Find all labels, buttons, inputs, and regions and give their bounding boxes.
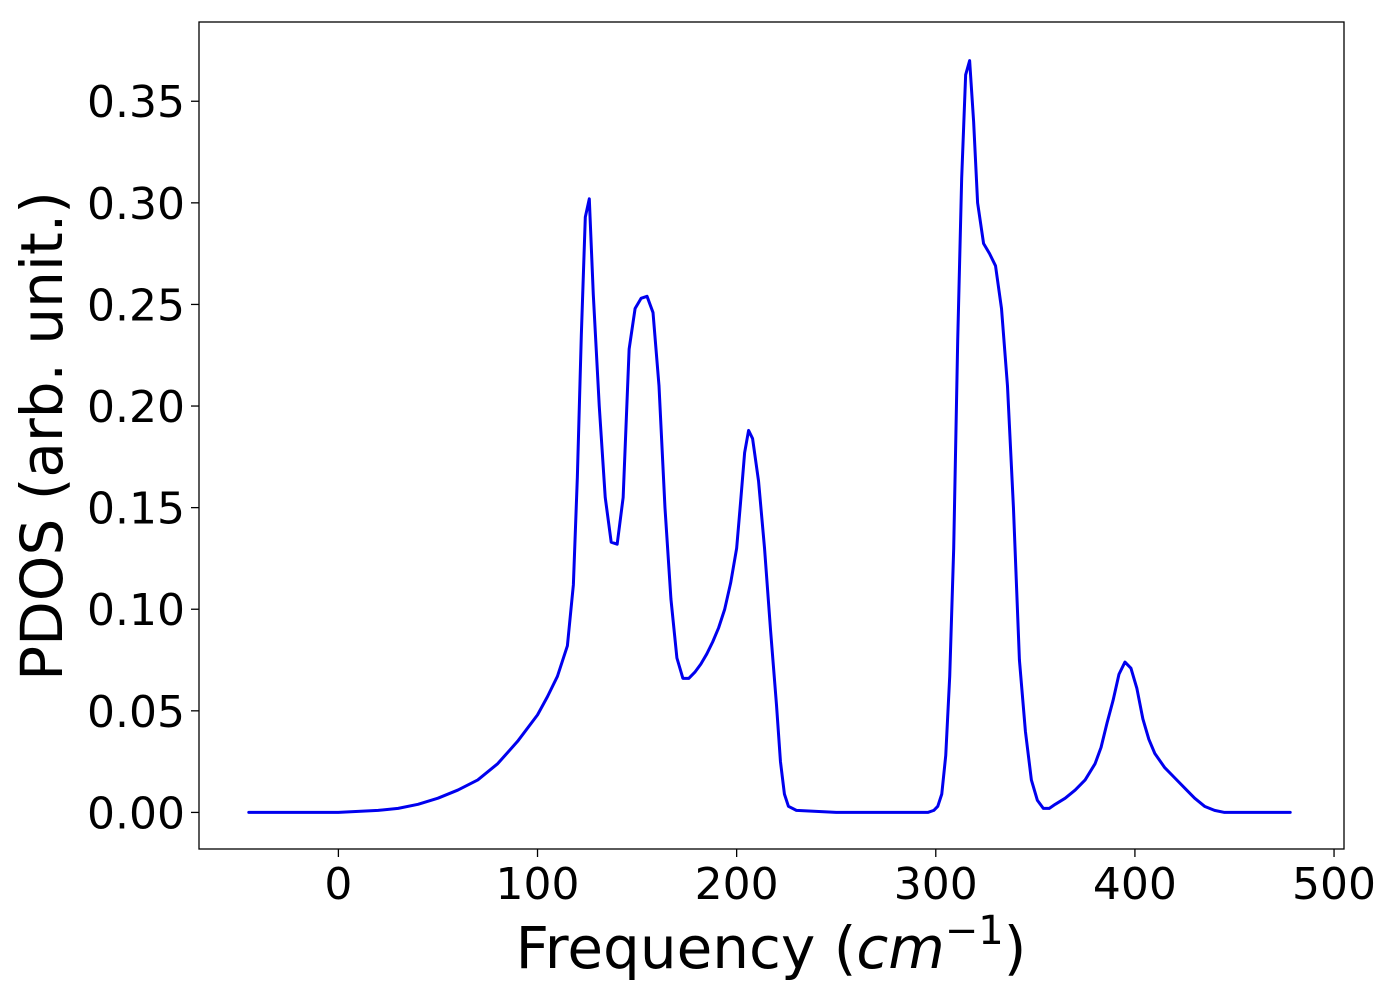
y-axis-ticks: 0.00 0.05 0.10 0.15 0.20 0.25 0.30 0.35 bbox=[87, 77, 199, 839]
x-axis-label-var: cm bbox=[856, 914, 944, 982]
x-axis-label-sup: −1 bbox=[945, 908, 1004, 954]
x-axis-label-suffix: ) bbox=[1004, 914, 1027, 982]
y-tick-label: 0.35 bbox=[87, 77, 185, 128]
x-tick-label: 500 bbox=[1292, 859, 1376, 910]
plot-area bbox=[199, 22, 1344, 849]
x-axis-label-prefix: Frequency ( bbox=[516, 914, 857, 982]
x-axis-ticks: 0 100 200 300 400 500 bbox=[324, 849, 1376, 910]
y-tick-label: 0.05 bbox=[87, 687, 185, 738]
y-axis-label: PDOS (arb. unit.) bbox=[8, 191, 76, 681]
x-tick-label: 0 bbox=[324, 859, 352, 910]
x-tick-label: 200 bbox=[695, 859, 779, 910]
x-tick-label: 400 bbox=[1093, 859, 1177, 910]
x-tick-label: 100 bbox=[496, 859, 580, 910]
y-tick-label: 0.10 bbox=[87, 585, 185, 636]
y-tick-label: 0.30 bbox=[87, 179, 185, 230]
y-tick-label: 0.15 bbox=[87, 484, 185, 535]
x-tick-label: 300 bbox=[894, 859, 978, 910]
y-tick-label: 0.20 bbox=[87, 382, 185, 433]
x-axis-label: Frequency (cm−1) bbox=[516, 908, 1027, 982]
y-tick-label: 0.25 bbox=[87, 280, 185, 331]
pdos-series-line bbox=[247, 59, 1292, 814]
y-tick-label: 0.00 bbox=[87, 788, 185, 839]
plot-frame bbox=[198, 21, 1345, 850]
